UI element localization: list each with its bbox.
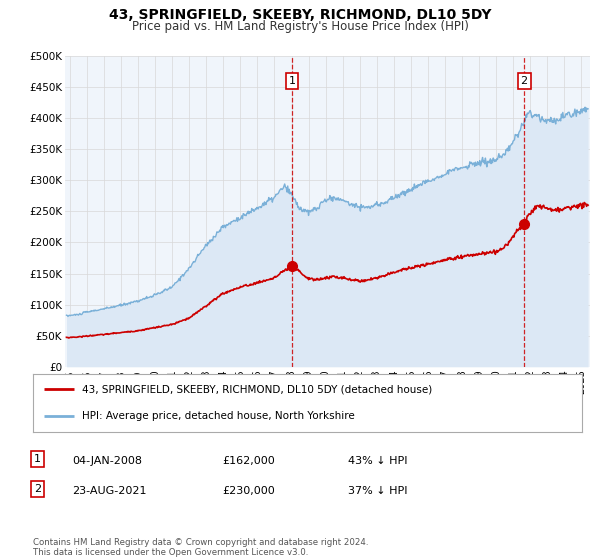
Text: 04-JAN-2008: 04-JAN-2008 bbox=[72, 456, 142, 466]
Text: 1: 1 bbox=[289, 76, 295, 86]
Text: 37% ↓ HPI: 37% ↓ HPI bbox=[348, 486, 407, 496]
Text: 43, SPRINGFIELD, SKEEBY, RICHMOND, DL10 5DY: 43, SPRINGFIELD, SKEEBY, RICHMOND, DL10 … bbox=[109, 8, 491, 22]
Text: Price paid vs. HM Land Registry's House Price Index (HPI): Price paid vs. HM Land Registry's House … bbox=[131, 20, 469, 33]
Text: £162,000: £162,000 bbox=[222, 456, 275, 466]
Text: 2: 2 bbox=[521, 76, 528, 86]
Text: £230,000: £230,000 bbox=[222, 486, 275, 496]
Text: 23-AUG-2021: 23-AUG-2021 bbox=[72, 486, 146, 496]
Text: 2: 2 bbox=[34, 484, 41, 494]
Text: HPI: Average price, detached house, North Yorkshire: HPI: Average price, detached house, Nort… bbox=[82, 412, 355, 422]
Text: 1: 1 bbox=[34, 454, 41, 464]
Text: 43% ↓ HPI: 43% ↓ HPI bbox=[348, 456, 407, 466]
Text: 43, SPRINGFIELD, SKEEBY, RICHMOND, DL10 5DY (detached house): 43, SPRINGFIELD, SKEEBY, RICHMOND, DL10 … bbox=[82, 384, 433, 394]
Text: Contains HM Land Registry data © Crown copyright and database right 2024.
This d: Contains HM Land Registry data © Crown c… bbox=[33, 538, 368, 557]
